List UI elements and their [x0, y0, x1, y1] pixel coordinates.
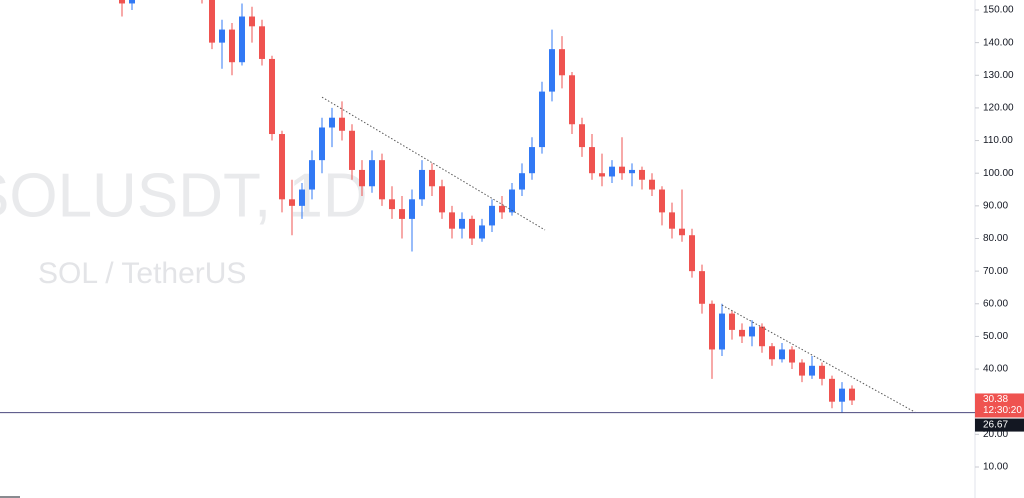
candle-body	[659, 189, 665, 213]
last-price-label: 30.38	[983, 394, 1008, 405]
candle-body	[209, 0, 215, 43]
y-tick-label: 80.00	[983, 233, 1008, 244]
candle-body	[559, 49, 565, 76]
candle-body	[409, 199, 415, 219]
y-tick-label: 140.00	[983, 37, 1014, 48]
trendline	[721, 304, 916, 413]
trendline	[321, 96, 546, 231]
candle-body	[569, 75, 575, 125]
candle-body	[799, 362, 805, 376]
candle-body	[239, 16, 245, 63]
y-tick-label: 90.00	[983, 200, 1008, 211]
countdown-label: 12:30:20	[983, 405, 1022, 416]
candle-body	[609, 166, 615, 177]
candle-body	[549, 49, 555, 92]
y-tick-label: 40.00	[983, 364, 1008, 375]
y-tick-label: 150.00	[983, 5, 1014, 16]
candle-body	[839, 388, 845, 402]
y-tick-label: 70.00	[983, 266, 1008, 277]
candle-body	[439, 186, 445, 213]
candle-body	[289, 199, 295, 206]
candle-body	[359, 169, 365, 187]
candle-body	[629, 169, 635, 174]
candle-body	[529, 147, 535, 174]
candle-body	[449, 212, 455, 229]
y-tick-label: 100.00	[983, 168, 1014, 179]
candle-body	[679, 228, 685, 236]
candle-body	[849, 388, 855, 401]
candle-body	[259, 26, 265, 59]
candle-body	[499, 205, 505, 213]
candle-body	[339, 117, 345, 131]
candle-body	[759, 326, 765, 347]
candle-body	[599, 173, 605, 177]
candle-body	[699, 271, 705, 304]
candle-body	[589, 147, 595, 174]
watermark-pair: SOL / TetherUS	[38, 257, 246, 290]
candle-body	[689, 235, 695, 272]
candle-body	[539, 91, 545, 148]
candle-body	[219, 29, 225, 43]
y-tick-label: 10.00	[983, 462, 1008, 473]
candle-body	[469, 218, 475, 239]
candle-body	[319, 127, 325, 161]
candle-body	[329, 117, 335, 128]
candle-body	[299, 189, 305, 206]
candle-body	[639, 169, 645, 180]
candle-body	[349, 130, 355, 170]
candle-body	[479, 225, 485, 239]
candle-body	[729, 313, 735, 330]
candle-body	[789, 349, 795, 363]
candle-body	[739, 329, 745, 337]
candle-body	[419, 169, 425, 200]
y-tick-label: 50.00	[983, 331, 1008, 342]
y-tick-label: 20.00	[983, 429, 1008, 440]
candle-body	[399, 209, 405, 219]
horizontal-line-box	[975, 418, 1024, 432]
candle-body	[369, 160, 375, 187]
candle-body	[819, 365, 825, 379]
candle-body	[459, 218, 465, 229]
candle-body	[669, 212, 675, 229]
watermark-symbol: SOLUSDT, 1D	[0, 161, 368, 230]
candle-body	[809, 365, 815, 376]
candle-body	[829, 378, 835, 402]
candle-body	[519, 173, 525, 190]
candle-body	[389, 199, 395, 210]
candle-body	[749, 326, 755, 337]
y-tick-label: 130.00	[983, 70, 1014, 81]
candle-body	[719, 313, 725, 350]
candle-body	[489, 205, 495, 226]
candle-body	[619, 166, 625, 174]
candle-body	[779, 349, 785, 360]
plot-area	[119, 0, 916, 413]
candle-body	[649, 179, 655, 190]
y-tick-label: 110.00	[983, 135, 1013, 146]
candle-body	[769, 346, 775, 360]
y-tick-label: 60.00	[983, 298, 1008, 309]
candle-body	[709, 303, 715, 350]
candle-body	[269, 58, 275, 135]
candle-body	[229, 29, 235, 63]
horizontal-line-label: 26.67	[983, 420, 1008, 431]
candle-body	[129, 0, 135, 4]
candle-body	[279, 134, 285, 200]
candle-body	[249, 16, 255, 27]
candle-body	[429, 169, 435, 187]
y-tick-label: 120.00	[983, 103, 1014, 114]
candle-body	[309, 160, 315, 190]
candle-body	[579, 124, 585, 148]
candle-body	[119, 0, 125, 4]
candle-body	[509, 189, 515, 213]
candle-body	[379, 160, 385, 200]
last-price-box	[975, 393, 1024, 418]
